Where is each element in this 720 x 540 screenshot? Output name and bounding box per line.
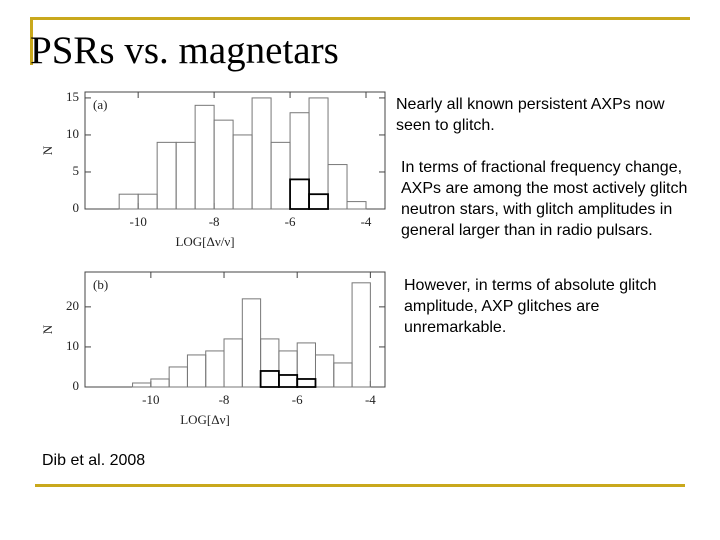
slide-title: PSRs vs. magnetars xyxy=(30,29,339,72)
y-tick-label: 15 xyxy=(66,89,79,104)
histogram-bar xyxy=(232,134,253,210)
x-axis-label: LOG[Δν/ν] xyxy=(175,234,234,249)
plot-frame xyxy=(84,91,386,210)
histogram-bar xyxy=(168,366,188,388)
histogram-bar xyxy=(118,193,139,210)
y-tick-label: 10 xyxy=(66,126,79,141)
histogram-bar xyxy=(351,282,371,388)
histogram-bar xyxy=(175,141,196,210)
rule xyxy=(35,484,685,487)
x-tick-label: -4 xyxy=(361,214,372,229)
histogram-bar xyxy=(296,378,317,388)
histogram-bar xyxy=(137,193,158,210)
histogram-bar xyxy=(186,354,207,388)
x-tick-label: -6 xyxy=(292,392,303,407)
bullet: Nearly all known persistent AXPs now see… xyxy=(396,96,665,134)
histogram-bar xyxy=(289,178,310,210)
rule xyxy=(30,17,690,20)
x-axis-label: LOG[Δν] xyxy=(180,412,230,427)
panel-label: (a) xyxy=(93,97,107,112)
histogram-bar xyxy=(333,362,353,388)
histogram-bar xyxy=(308,97,329,210)
bullet: However, in terms of absolute glitch amp… xyxy=(404,277,657,336)
charts: -10 -8 -6 -4 0 5 10 15 (a) LOG[Δν/ν] N -10 -8 -6 -4 0 10… xyxy=(40,89,386,427)
rule xyxy=(30,17,33,65)
x-tick-label: -4 xyxy=(365,392,376,407)
histogram-bar xyxy=(251,97,272,210)
histogram-bar xyxy=(150,378,170,388)
x-tick-label: -8 xyxy=(219,392,230,407)
y-tick-label: 0 xyxy=(73,378,80,393)
histogram-bar xyxy=(296,342,316,388)
histogram-bar xyxy=(346,201,367,210)
histogram-bar xyxy=(156,141,177,210)
y-axis-label: N xyxy=(40,324,55,334)
panel-label: (b) xyxy=(93,277,108,292)
histogram-bar xyxy=(308,193,329,210)
y-tick-label: 5 xyxy=(73,163,80,178)
x-tick-label: -10 xyxy=(142,392,159,407)
histogram-bar xyxy=(314,354,335,388)
histogram-bar xyxy=(278,374,299,388)
histogram-bar xyxy=(289,112,310,210)
y-axis-label: N xyxy=(40,145,55,155)
x-tick-label: -6 xyxy=(285,214,296,229)
plot-frame xyxy=(84,271,386,388)
x-tick-label: -8 xyxy=(209,214,220,229)
histogram-bar xyxy=(278,350,298,388)
histogram-bar xyxy=(223,338,243,388)
histogram-bar xyxy=(270,141,291,210)
y-tick-label: 0 xyxy=(73,200,80,215)
histogram-bar xyxy=(259,370,280,388)
histogram-bar xyxy=(213,119,234,210)
histogram-bar xyxy=(260,338,280,388)
y-tick-label: 10 xyxy=(66,338,79,353)
histogram-bar xyxy=(327,164,348,210)
histogram-bar xyxy=(132,382,152,388)
bullet: In terms of fractional frequency change,… xyxy=(401,159,688,239)
histogram-bar xyxy=(194,104,215,210)
citation: Dib et al. 2008 xyxy=(42,452,146,469)
y-tick-label: 20 xyxy=(66,298,79,313)
x-tick-label: -10 xyxy=(129,214,146,229)
histogram-bar xyxy=(205,350,225,388)
histogram-bar xyxy=(241,298,262,388)
